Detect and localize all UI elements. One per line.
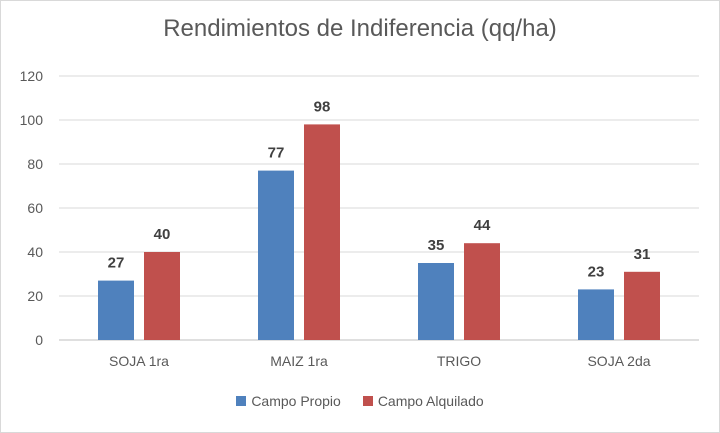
legend-swatch — [236, 396, 247, 406]
y-tick-label: 20 — [27, 288, 43, 304]
y-tick-label: 120 — [20, 68, 44, 84]
chart-legend: Campo Propio Campo Alquilado — [1, 393, 719, 409]
bar-campo-propio — [418, 263, 454, 340]
x-tick-label: SOJA 1ra — [109, 353, 169, 369]
data-label: 44 — [474, 217, 491, 234]
data-label: 35 — [428, 237, 445, 254]
chart-title: Rendimientos de Indiferencia (qq/ha) — [163, 15, 557, 42]
y-tick-label: 60 — [27, 200, 43, 216]
bar-campo-alquilado — [304, 124, 340, 341]
legend-item: Campo Alquilado — [362, 393, 484, 409]
bar-campo-alquilado — [464, 243, 500, 340]
legend-label: Campo Alquilado — [377, 393, 484, 409]
bar-campo-alquilado — [624, 271, 660, 340]
data-label: 31 — [634, 246, 651, 263]
bar-campo-propio — [258, 170, 294, 340]
data-label: 23 — [588, 263, 605, 280]
data-label: 98 — [314, 98, 331, 115]
y-tick-label: 0 — [35, 332, 43, 348]
y-tick-label: 100 — [20, 112, 44, 128]
y-tick-label: 80 — [27, 156, 43, 172]
data-label: 77 — [268, 145, 285, 162]
legend-item: Campo Propio — [236, 393, 341, 409]
x-tick-label: TRIGO — [437, 353, 481, 369]
legend-swatch — [362, 396, 373, 406]
legend-label: Campo Propio — [251, 393, 341, 409]
x-tick-label: SOJA 2da — [587, 353, 650, 369]
bar-campo-propio — [578, 289, 614, 340]
data-label: 40 — [154, 226, 171, 243]
bar-chart: 0 20 40 60 80 100 120 SOJA 1ra 27 40 MAIZ 1ra 77 98 T… — [20, 68, 699, 369]
x-tick-label: MAIZ 1ra — [270, 353, 328, 369]
bar-campo-alquilado — [144, 252, 180, 340]
y-tick-label: 40 — [27, 244, 43, 260]
bar-campo-propio — [98, 280, 134, 340]
data-label: 27 — [108, 255, 125, 272]
